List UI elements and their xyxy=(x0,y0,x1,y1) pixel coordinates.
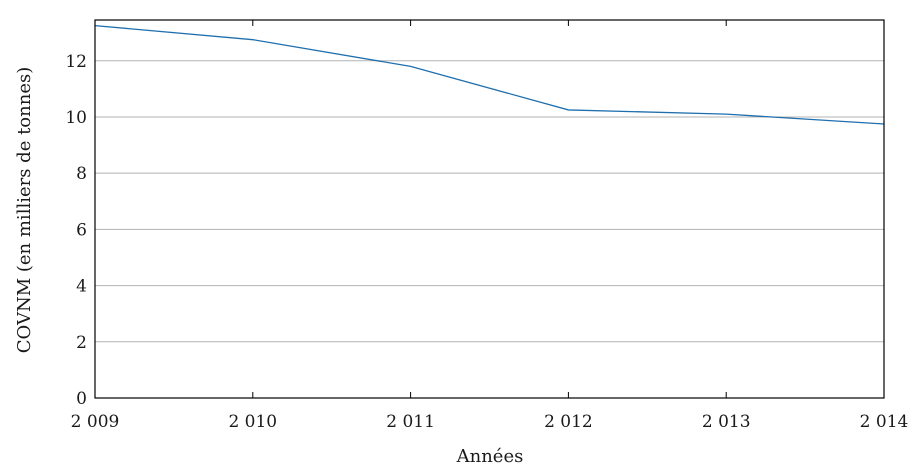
x-tick-label: 2 009 xyxy=(71,412,120,432)
x-axis: 2 009 2 010 2 011 2 012 2 013 2 014 xyxy=(71,20,909,432)
x-tick-label: 2 010 xyxy=(228,412,277,432)
x-tick-label: 2 011 xyxy=(386,412,435,432)
series-line-1 xyxy=(94,24,885,125)
x-axis-label: Années xyxy=(456,446,524,467)
y-tick-label: 10 xyxy=(65,108,87,128)
y-tick-label: 12 xyxy=(65,52,87,72)
x-tick-label: 2 014 xyxy=(860,412,909,432)
series-layer xyxy=(94,24,885,125)
y-tick-label: 8 xyxy=(76,164,87,184)
x-tick-label: 2 013 xyxy=(702,412,751,432)
x-tick-label: 2 012 xyxy=(544,412,593,432)
y-axis-label: COVNM (en milliers de tonnes) xyxy=(14,67,35,353)
y-tick-label: 2 xyxy=(76,333,87,353)
y-tick-label: 6 xyxy=(76,220,87,240)
y-tick-label: 4 xyxy=(76,277,87,297)
plot-frame xyxy=(94,19,885,399)
y-tick-label: 0 xyxy=(76,389,87,409)
grid-lines xyxy=(95,60,884,343)
y-axis: 0 2 4 6 8 10 12 xyxy=(65,52,87,409)
